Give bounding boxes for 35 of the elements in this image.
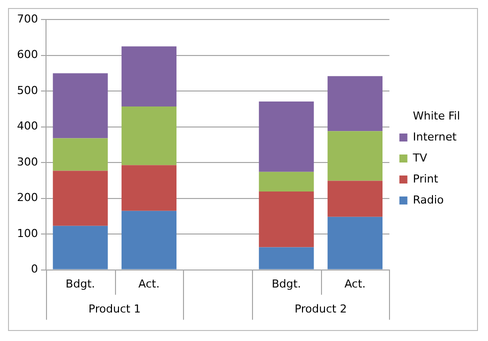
bar (328, 216, 383, 270)
legend-label: TV (412, 151, 428, 164)
y-tick-label: 500 (16, 84, 38, 97)
legend-label: Radio (412, 193, 444, 206)
bar (328, 76, 383, 132)
bar (328, 131, 383, 181)
bar (52, 73, 108, 138)
bar (328, 180, 383, 217)
x-tick-label: Bdgt. (272, 277, 302, 290)
legend-label: Print (412, 172, 439, 186)
y-tick-label: 0 (30, 262, 38, 276)
x-tick-label: Bdgt. (66, 277, 95, 290)
bar (122, 210, 176, 270)
bar (52, 226, 108, 270)
bar (52, 170, 108, 226)
text: Product 2 (294, 302, 347, 316)
y-tick-label: 200 (16, 191, 38, 204)
bar (258, 172, 314, 192)
y-tick-label: 400 (16, 120, 38, 133)
bar (122, 46, 176, 106)
legend-label: Internet (412, 130, 458, 144)
text: Product 1 (88, 302, 141, 316)
y-tick-label: 300 (16, 155, 38, 168)
y-tick-label: 600 (16, 48, 38, 62)
text: White Fil (412, 109, 460, 122)
bar (122, 165, 176, 211)
bar (258, 101, 314, 172)
bar (52, 138, 108, 171)
bar (122, 106, 176, 166)
y-tick-label: 700 (16, 12, 38, 26)
y-tick-label: 100 (16, 226, 38, 240)
bar (258, 192, 314, 248)
bar (258, 247, 314, 270)
x-tick-label: Act. (138, 277, 160, 290)
x-tick-label: Act. (344, 277, 366, 290)
